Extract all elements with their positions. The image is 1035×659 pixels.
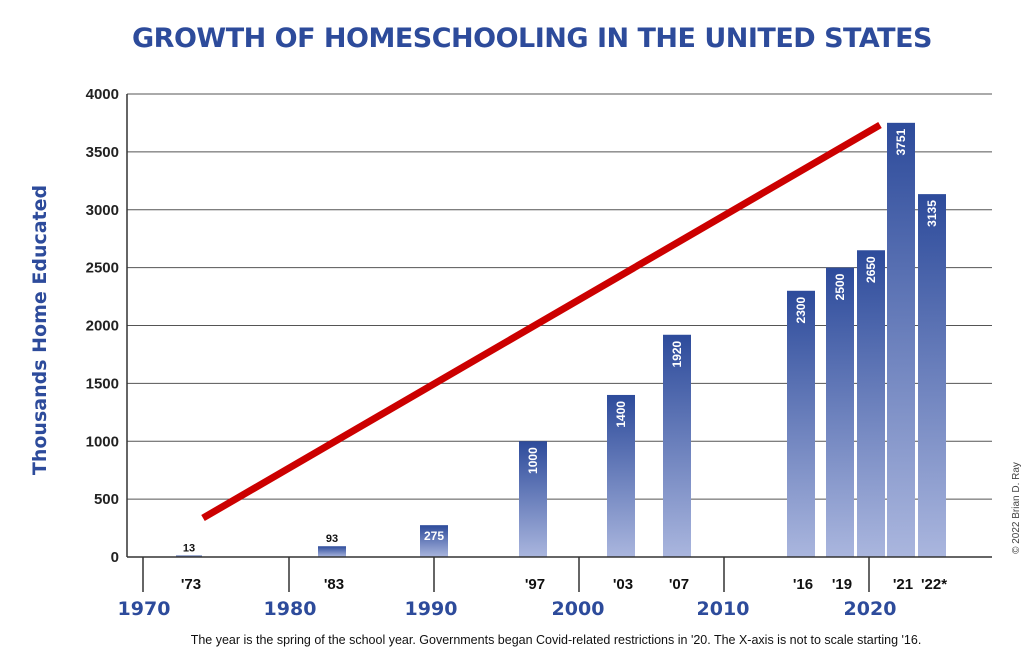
- decade-label: 2010: [697, 598, 750, 620]
- data-label: 3135: [925, 200, 939, 227]
- decade-label: 1970: [118, 598, 171, 620]
- data-label: 2300: [794, 296, 808, 323]
- bars: 13 '73 93 '83 275 1000 '97 1400 '03 1920 '07 2300 '1…: [176, 122, 947, 593]
- y-tick-label: 4000: [86, 86, 119, 103]
- trend-line-group: [201, 121, 882, 522]
- bar: [663, 334, 691, 557]
- bar: [519, 441, 547, 557]
- data-label: 1400: [614, 401, 628, 428]
- bar: [607, 394, 635, 557]
- decade-label: 1990: [405, 598, 458, 620]
- data-label: 2650: [864, 256, 878, 283]
- x-tick-label: '16: [793, 576, 813, 593]
- y-tick-label: 3500: [86, 144, 119, 161]
- copyright-text: © 2022 Brian D. Ray: [1011, 462, 1022, 554]
- x-tick-label: '97: [525, 576, 545, 593]
- grid: 0 500 1000 1500 2000 2500 3000 3500 4000: [86, 86, 992, 566]
- bar: [420, 525, 448, 557]
- decade-label: 2020: [844, 598, 897, 620]
- data-label: 93: [326, 533, 338, 545]
- y-tick-label: 2500: [86, 260, 119, 277]
- bar: [918, 194, 946, 557]
- x-tick-label: '22*: [921, 576, 947, 593]
- footnote: The year is the spring of the school yea…: [191, 633, 922, 647]
- x-tick-label: '73: [181, 576, 201, 593]
- y-tick-label: 0: [111, 549, 119, 566]
- chart-title: GROWTH OF HOMESCHOOLING IN THE UNITED ST…: [132, 23, 932, 54]
- y-tick-label: 3000: [86, 202, 119, 219]
- bar: [857, 250, 885, 557]
- bar: [176, 555, 202, 557]
- x-tick-label: '83: [324, 576, 344, 593]
- y-tick-label: 500: [94, 491, 119, 508]
- trend-line: [201, 121, 882, 522]
- data-label: 275: [424, 529, 444, 543]
- y-tick-label: 1000: [86, 433, 119, 450]
- y-tick-label: 2000: [86, 318, 119, 335]
- bar: [887, 122, 915, 557]
- x-tick-label: '07: [669, 576, 689, 593]
- x-tick-label: '21: [893, 576, 913, 593]
- data-label: 3751: [894, 129, 908, 156]
- bar: [787, 290, 815, 557]
- data-label: 1920: [670, 340, 684, 367]
- data-label: 13: [183, 542, 195, 554]
- data-label: 2500: [833, 273, 847, 300]
- data-label: 1000: [526, 447, 540, 474]
- decade-label: 1980: [264, 598, 317, 620]
- bar: [826, 267, 854, 557]
- bar: [318, 546, 346, 557]
- axes: 1970 1980 1990 2000 2010 2020: [118, 94, 992, 620]
- y-axis-label: Thousands Home Educated: [29, 185, 51, 475]
- x-tick-label: '03: [613, 576, 633, 593]
- y-tick-label: 1500: [86, 375, 119, 392]
- decade-label: 2000: [552, 598, 605, 620]
- x-tick-label: '19: [832, 576, 852, 593]
